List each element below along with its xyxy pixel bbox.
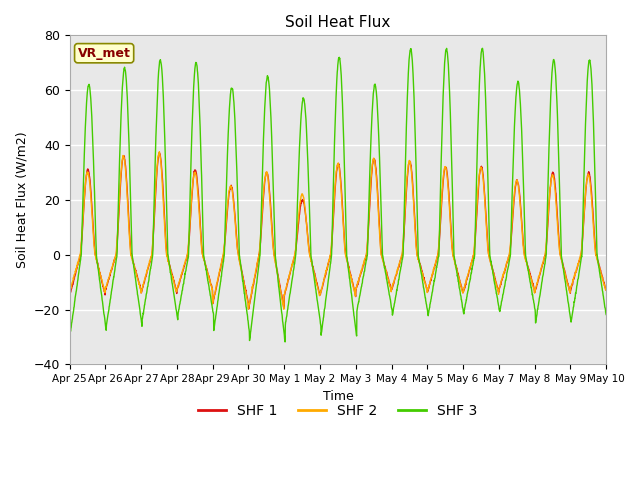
SHF 1 [602, 287, 610, 293]
Line: SHF 2: SHF 2 [70, 152, 606, 309]
SHF 3 [216, 288, 223, 294]
SHF 2 [494, 288, 502, 294]
Y-axis label: Soil Heat Flux (W/m2): Soil Heat Flux (W/m2) [15, 132, 28, 268]
SHF 2 [66, 290, 74, 296]
SHF 2 [156, 149, 163, 155]
Legend: SHF 1, SHF 2, SHF 3: SHF 1, SHF 2, SHF 3 [193, 398, 483, 423]
SHF 3 [556, 170, 563, 176]
SHF 2 [365, 204, 373, 210]
Line: SHF 3: SHF 3 [70, 48, 606, 342]
SHF 1 [365, 210, 373, 216]
SHF 3 [66, 322, 74, 327]
SHF 2 [602, 287, 610, 292]
SHF 3 [602, 312, 610, 317]
SHF 3 [365, 194, 373, 200]
SHF 2 [216, 269, 223, 275]
Text: VR_met: VR_met [77, 47, 131, 60]
SHF 2 [280, 306, 288, 312]
SHF 3 [494, 300, 502, 305]
SHF 2 [354, 279, 362, 285]
X-axis label: Time: Time [323, 390, 353, 403]
SHF 1 [354, 281, 362, 287]
SHF 1 [156, 150, 163, 156]
SHF 1 [570, 275, 578, 280]
SHF 1 [494, 288, 502, 293]
SHF 1 [556, 240, 563, 246]
SHF 1 [66, 293, 74, 299]
SHF 2 [556, 244, 563, 250]
SHF 3 [570, 299, 578, 305]
SHF 1 [244, 306, 252, 312]
SHF 3 [281, 339, 289, 345]
SHF 2 [570, 274, 578, 280]
Title: Soil Heat Flux: Soil Heat Flux [285, 15, 390, 30]
SHF 3 [479, 46, 486, 51]
Line: SHF 1: SHF 1 [70, 153, 606, 309]
SHF 1 [216, 269, 223, 275]
SHF 3 [353, 306, 361, 312]
